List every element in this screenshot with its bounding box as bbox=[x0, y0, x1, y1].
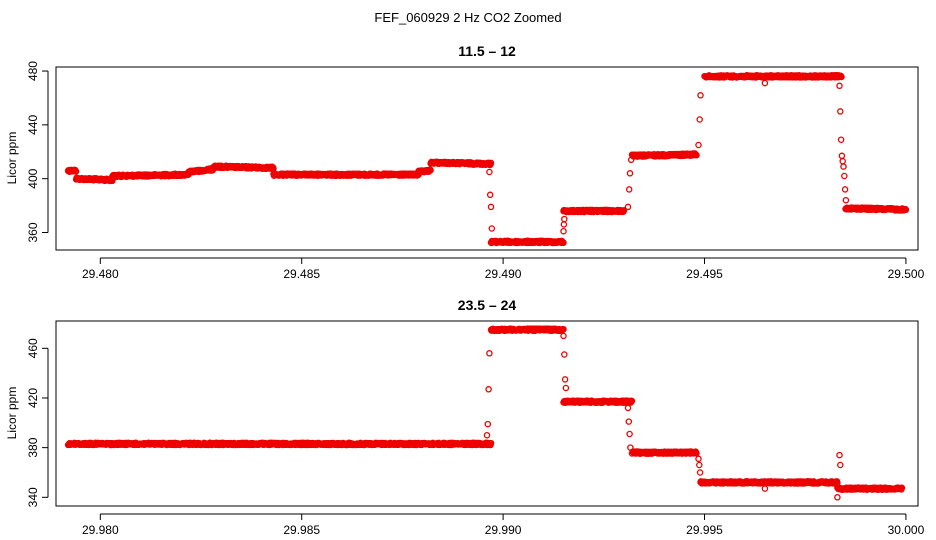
panel-top: 11.5 – 12 29.480 29.485 29.490 29.495 29.500… bbox=[5, 43, 925, 281]
data-point bbox=[839, 157, 846, 165]
panel-top-y-axis: 360 400 440 480 bbox=[26, 61, 49, 243]
y-tick-label: 360 bbox=[26, 222, 40, 242]
x-tick-label: 29.480 bbox=[82, 267, 119, 281]
data-point bbox=[625, 186, 633, 193]
data-point bbox=[483, 431, 491, 439]
data-point bbox=[838, 73, 845, 81]
data-point bbox=[842, 196, 850, 204]
data-point bbox=[696, 116, 703, 123]
panel-bottom-y-axis: 340 380 420 460 bbox=[26, 338, 49, 507]
y-tick-label: 340 bbox=[26, 487, 40, 507]
data-point bbox=[624, 203, 632, 211]
data-point bbox=[628, 397, 636, 405]
data-point bbox=[560, 325, 567, 333]
data-point bbox=[627, 156, 635, 164]
data-point bbox=[836, 82, 843, 90]
data-point bbox=[840, 163, 847, 170]
data-point bbox=[761, 79, 769, 87]
data-point bbox=[561, 351, 568, 358]
panel-bottom-title: 23.5 – 24 bbox=[458, 297, 517, 313]
panel-top-title: 11.5 – 12 bbox=[458, 43, 516, 59]
x-tick-label: 29.980 bbox=[82, 523, 119, 537]
data-point bbox=[696, 469, 704, 476]
panel-bottom: 23.5 – 24 29.980 29.985 29.990 29.995 30.000… bbox=[5, 297, 925, 537]
data-point bbox=[560, 227, 567, 235]
data-point bbox=[697, 92, 704, 99]
data-point bbox=[693, 450, 700, 457]
data-point bbox=[486, 350, 493, 357]
figure-title: FEF_060929 2 Hz CO2 Zoomed bbox=[374, 10, 561, 25]
data-point bbox=[487, 203, 495, 211]
data-point bbox=[902, 206, 910, 214]
panel-top-x-axis: 29.480 29.485 29.490 29.495 29.500 bbox=[82, 257, 925, 281]
y-tick-label: 460 bbox=[26, 338, 40, 358]
data-point bbox=[487, 159, 495, 167]
data-point bbox=[427, 166, 434, 174]
data-point bbox=[486, 191, 494, 199]
x-tick-label: 29.985 bbox=[283, 523, 320, 537]
data-point bbox=[620, 207, 628, 214]
data-point bbox=[484, 420, 492, 428]
panel-top-points bbox=[64, 72, 910, 247]
data-point bbox=[560, 239, 567, 246]
data-point bbox=[837, 461, 844, 469]
data-point bbox=[695, 455, 702, 463]
data-point bbox=[838, 152, 846, 160]
x-tick-label: 30.000 bbox=[888, 523, 925, 537]
y-tick-label: 420 bbox=[26, 388, 40, 408]
x-tick-label: 29.990 bbox=[485, 523, 522, 537]
data-point bbox=[560, 221, 568, 228]
data-point bbox=[560, 332, 567, 340]
data-point bbox=[72, 168, 80, 175]
data-point bbox=[626, 170, 634, 177]
data-point bbox=[898, 484, 906, 492]
data-point bbox=[626, 430, 633, 438]
data-point bbox=[561, 215, 568, 223]
data-point bbox=[624, 404, 632, 412]
data-point bbox=[837, 136, 845, 143]
data-point bbox=[841, 186, 849, 193]
data-point bbox=[834, 494, 841, 501]
x-tick-label: 29.495 bbox=[686, 267, 723, 281]
y-tick-label: 380 bbox=[26, 437, 40, 457]
data-point bbox=[761, 485, 769, 492]
panel-bottom-plot-frame bbox=[55, 320, 919, 507]
panel-bottom-y-axis-label: Licor ppm bbox=[5, 387, 19, 440]
x-tick-label: 29.485 bbox=[283, 267, 320, 281]
x-tick-label: 29.490 bbox=[485, 267, 522, 281]
data-point bbox=[561, 376, 569, 383]
y-tick-label: 440 bbox=[26, 115, 40, 135]
panel-top-y-axis-label: Licor ppm bbox=[5, 132, 19, 185]
x-tick-label: 29.995 bbox=[686, 523, 723, 537]
panel-top-plot-frame bbox=[55, 66, 919, 251]
data-point bbox=[485, 386, 492, 393]
data-point bbox=[696, 461, 703, 469]
data-point bbox=[487, 439, 495, 447]
panel-bottom-x-axis: 29.980 29.985 29.990 29.995 30.000 bbox=[82, 513, 925, 537]
data-point bbox=[693, 151, 700, 159]
data-point bbox=[625, 418, 633, 425]
x-tick-label: 29.500 bbox=[888, 267, 925, 281]
data-point bbox=[836, 451, 843, 459]
panel-bottom-points bbox=[64, 325, 906, 501]
data-point bbox=[488, 225, 496, 232]
data-point bbox=[695, 141, 702, 149]
y-tick-label: 400 bbox=[26, 168, 40, 188]
data-point bbox=[837, 108, 844, 115]
y-tick-label: 480 bbox=[26, 61, 40, 81]
data-point bbox=[627, 444, 634, 451]
data-point bbox=[486, 168, 493, 176]
data-point bbox=[841, 172, 848, 180]
data-point bbox=[562, 384, 570, 392]
